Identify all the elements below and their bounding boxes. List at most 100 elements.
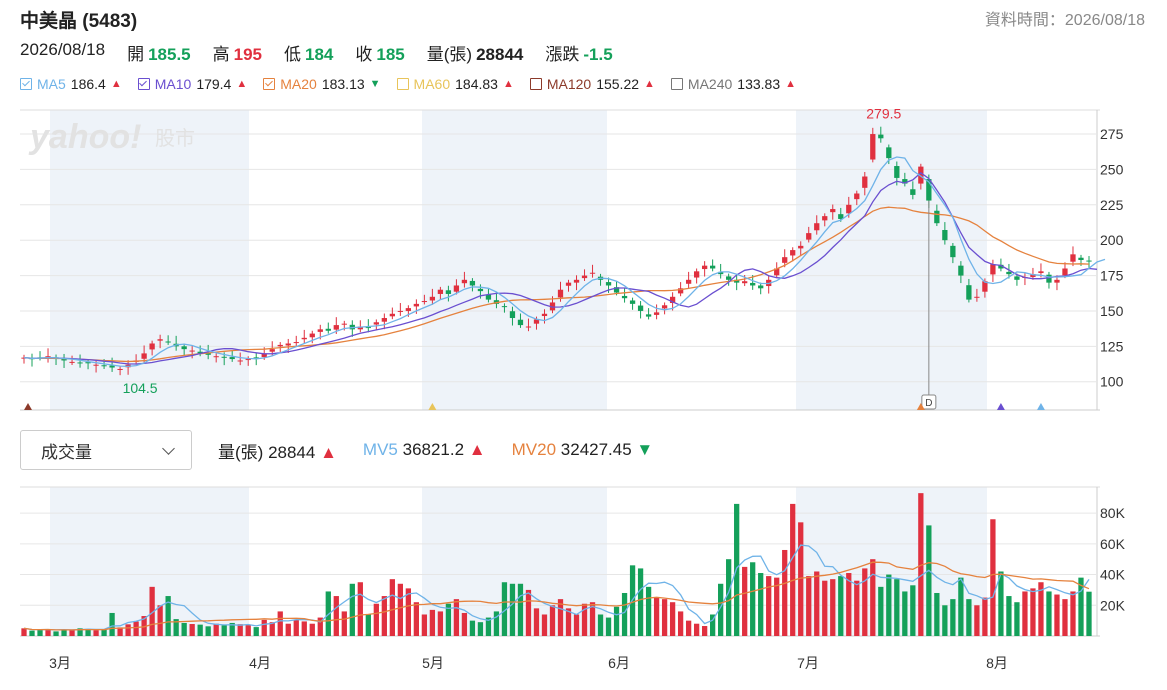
candle-body <box>1014 276 1020 280</box>
candle-body <box>533 319 540 324</box>
candle-body <box>966 285 972 300</box>
volume-bar <box>213 623 219 636</box>
volume-bar <box>165 596 171 636</box>
volume-bar <box>814 571 820 636</box>
candle-body <box>85 362 91 364</box>
volume-bar <box>493 611 500 636</box>
volume-bar <box>774 577 780 636</box>
triangle-up-icon: ▲ <box>644 78 655 90</box>
ma-toggle-ma20[interactable]: MA20 183.13 ▼ <box>263 76 381 92</box>
ma-toggle-ma10[interactable]: MA10 179.4 ▲ <box>137 76 247 92</box>
volume-bar <box>469 620 476 636</box>
volume-tick-label: 40K <box>1100 567 1126 583</box>
close-price: 收 185 <box>355 45 405 64</box>
volume-bar <box>998 571 1004 636</box>
candle-body <box>677 288 684 294</box>
price-band <box>422 110 607 410</box>
volume-bar <box>269 622 275 636</box>
candle-body <box>253 357 259 359</box>
volume-bar <box>910 585 916 636</box>
candle-body <box>509 311 516 319</box>
candle-body <box>718 271 724 275</box>
volume-bar <box>982 597 988 636</box>
volume-bar <box>950 599 956 636</box>
min-price-label: 104.5 <box>123 380 158 396</box>
candle-body <box>653 312 660 315</box>
volume-bar <box>189 624 195 636</box>
month-label: 6月 <box>608 655 630 671</box>
checkbox-icon[interactable] <box>263 78 276 90</box>
candle-body <box>477 288 484 292</box>
volume-bar <box>333 596 339 636</box>
triangle-up-icon: ▲ <box>502 78 514 90</box>
signal-triangle-icon <box>24 403 32 410</box>
volume-bar <box>645 586 652 636</box>
ma-toggle-ma60[interactable]: MA60 184.83 ▲ <box>396 76 514 92</box>
candle-body <box>357 326 363 330</box>
volume-bar <box>45 629 51 636</box>
volume-bar <box>589 602 596 636</box>
candle-body <box>605 282 612 286</box>
candle-body <box>1030 274 1036 277</box>
volume-bar <box>1054 594 1060 636</box>
ma-toggle-ma240[interactable]: MA240 133.83 ▲ <box>670 76 796 92</box>
checkbox-icon[interactable] <box>529 78 542 90</box>
checkbox-icon[interactable] <box>670 78 683 90</box>
watermark-sub: 股市 <box>155 127 195 150</box>
volume-bar <box>237 624 243 636</box>
indicator-dropdown[interactable]: 成交量 <box>20 430 192 470</box>
quote-date: 2026/08/18 <box>20 40 106 59</box>
low-price: 低 184 <box>284 45 334 64</box>
ma-toggle-ma120[interactable]: MA120 155.22 ▲ <box>529 76 655 92</box>
volume-bar <box>461 612 468 636</box>
candle-body <box>565 282 572 286</box>
volume-bar <box>637 568 644 636</box>
volume-bar <box>429 609 436 636</box>
volume-value: 量(張) 28844 ▲ <box>218 442 337 462</box>
volume-bar <box>918 493 924 636</box>
volume-bar <box>661 599 668 636</box>
mv20-line <box>23 561 1090 631</box>
candle-body <box>726 276 732 280</box>
checkbox-icon[interactable] <box>396 78 409 90</box>
volume-bar <box>541 614 548 636</box>
volume-bar <box>309 623 315 636</box>
volume-bar <box>117 627 123 636</box>
month-label: 3月 <box>49 655 71 671</box>
candle-body <box>317 329 323 332</box>
candle-body <box>213 356 219 358</box>
volume-bar <box>782 549 788 636</box>
candle-body <box>822 216 828 221</box>
candle-body <box>742 281 748 284</box>
volume-bar <box>1006 596 1012 636</box>
volume-bar <box>846 573 852 636</box>
candle-body <box>205 352 211 355</box>
checkbox-icon[interactable] <box>137 78 150 90</box>
event-marker-box <box>921 394 937 410</box>
candle-body <box>838 214 844 219</box>
candle-body <box>998 264 1004 269</box>
volume-bar <box>934 592 940 636</box>
volume-bar <box>758 573 764 636</box>
candle-body <box>525 326 532 328</box>
candle-body <box>806 233 812 240</box>
candle-body <box>333 325 339 330</box>
triangle-up-icon: ▲ <box>468 440 486 459</box>
volume-bar <box>69 629 75 636</box>
volume-bar <box>29 630 35 636</box>
candle-body <box>581 275 588 279</box>
ma-toggle-ma5[interactable]: MA5 186.4 ▲ <box>20 76 122 92</box>
candle-body <box>77 362 83 364</box>
candle-body <box>277 344 283 347</box>
candle-body <box>774 268 780 276</box>
candle-body <box>710 265 716 269</box>
candle-body <box>485 294 492 300</box>
volume-bar <box>501 582 508 636</box>
checkbox-icon[interactable] <box>20 78 32 90</box>
volume-bar <box>693 623 700 636</box>
candle-body <box>878 134 884 139</box>
volume-bar <box>365 614 371 636</box>
stock-title: 中美晶 (5483) <box>20 11 138 32</box>
volume-bar <box>125 624 131 636</box>
